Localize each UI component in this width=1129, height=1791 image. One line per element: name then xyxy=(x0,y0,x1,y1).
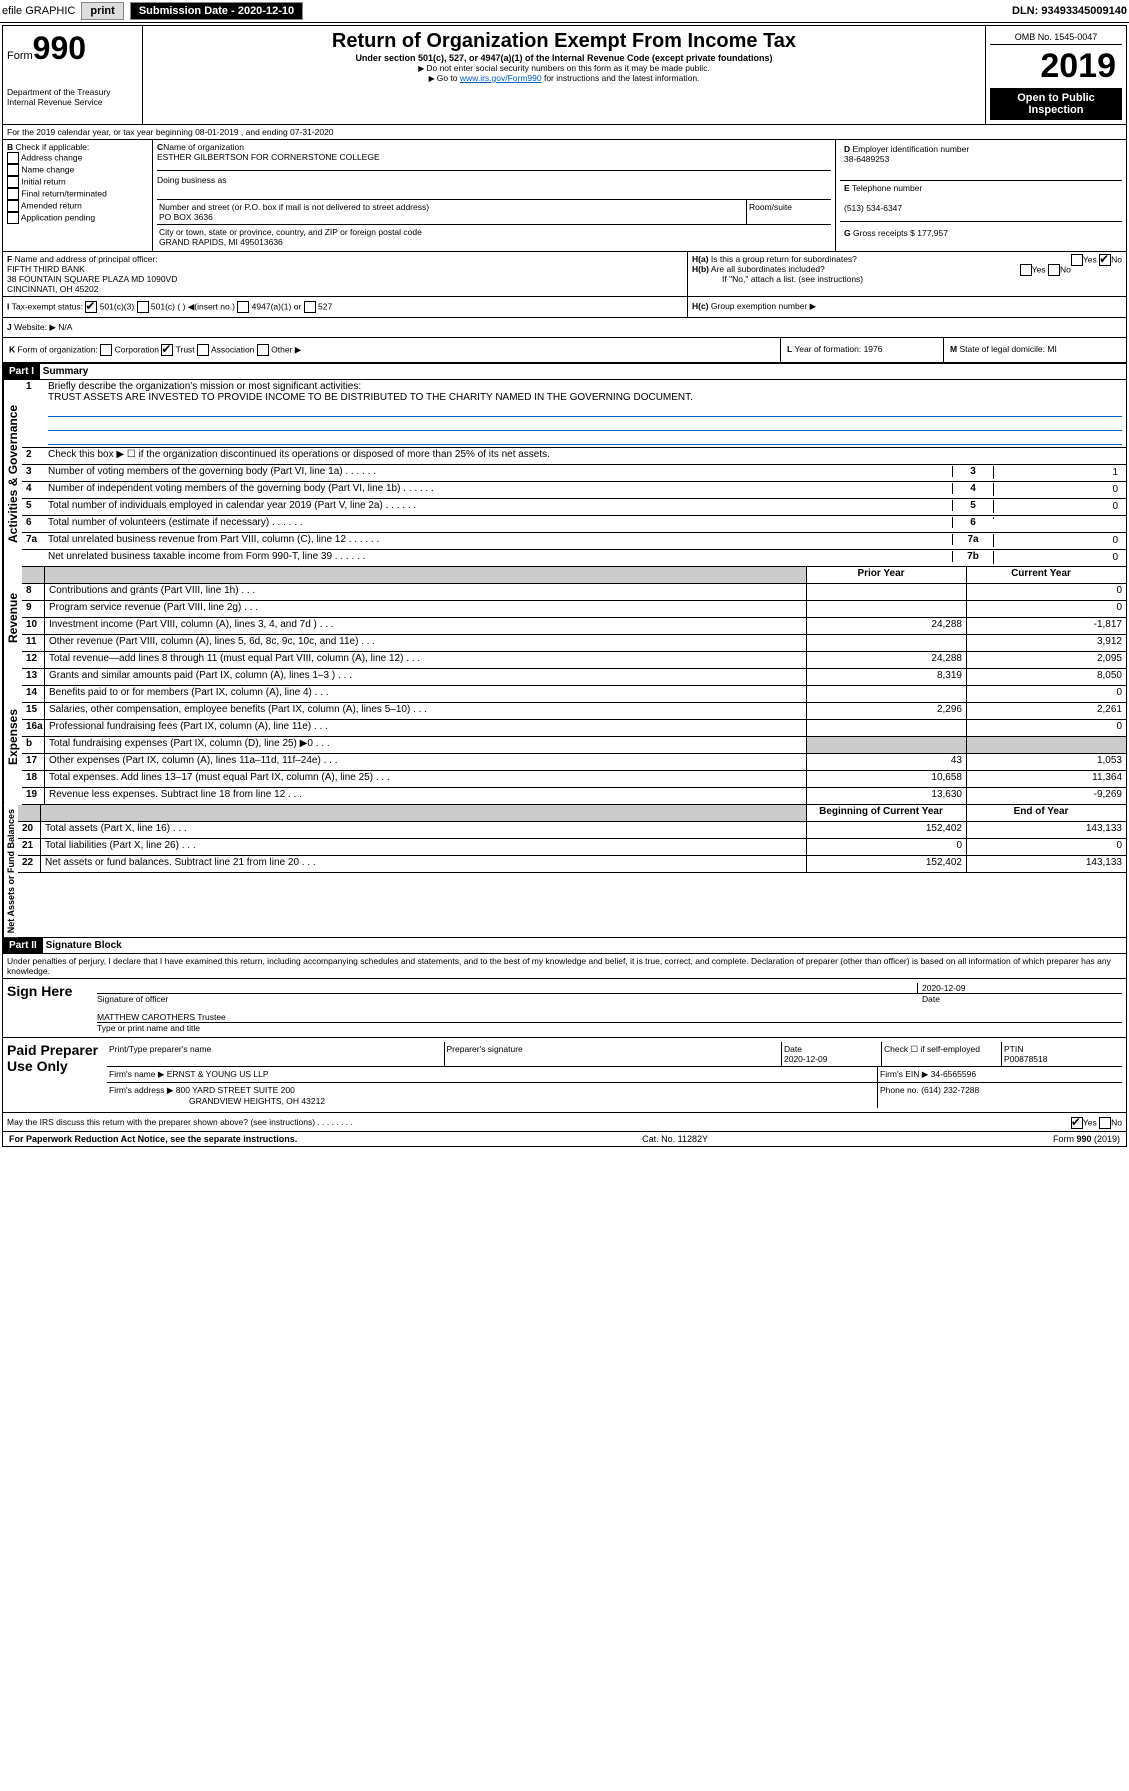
sign-block: 2020-12-09 Signature of officerDate MATT… xyxy=(93,979,1126,1037)
box-Hc: H(c) Group exemption number ▶ xyxy=(688,297,1126,317)
footer-center: Cat. No. 11282Y xyxy=(642,1134,708,1144)
perjury-text: Under penalties of perjury, I declare th… xyxy=(3,954,1126,978)
box-H: H(a) Is this a group return for subordin… xyxy=(688,252,1126,296)
irs-link[interactable]: www.irs.gov/Form990 xyxy=(460,73,542,83)
box-F: F Name and address of principal officer:… xyxy=(3,252,688,296)
paid-preparer-label: Paid Preparer Use Only xyxy=(3,1038,103,1112)
box-B: B Check if applicable: Address change Na… xyxy=(3,140,153,251)
box-J: J Website: ▶ N/A xyxy=(3,318,1126,338)
form-left: Form990 Department of the Treasury Inter… xyxy=(3,26,143,124)
paid-block: Print/Type preparer's name Preparer's si… xyxy=(103,1038,1126,1112)
box-M: M State of legal domicile: MI xyxy=(944,338,1126,362)
box-I: I Tax-exempt status: 501(c)(3) 501(c) ( … xyxy=(3,297,688,317)
form-title-block: Return of Organization Exempt From Incom… xyxy=(143,26,986,124)
part-ii-bar: Part II xyxy=(3,938,43,953)
part-i-bar: Part I xyxy=(3,364,40,379)
efile-label: efile GRAPHIC xyxy=(2,5,75,17)
dln-label: DLN: 93493345009140 xyxy=(1012,5,1127,17)
line-A: For the 2019 calendar year, or tax year … xyxy=(3,125,1126,140)
box-K: K Form of organization: Corporation Trus… xyxy=(3,338,781,362)
box-C: CName of organizationESTHER GILBERTSON F… xyxy=(153,140,836,251)
side-expenses: Expenses xyxy=(3,669,22,805)
side-activities: Activities & Governance xyxy=(3,380,22,567)
side-revenue: Revenue xyxy=(3,567,22,669)
print-button[interactable]: print xyxy=(81,2,123,20)
discuss-line: May the IRS discuss this return with the… xyxy=(3,1113,1126,1132)
sign-here-label: Sign Here xyxy=(3,979,93,1037)
footer-left: For Paperwork Reduction Act Notice, see … xyxy=(9,1134,297,1144)
submission-date: Submission Date - 2020-12-10 xyxy=(130,2,303,20)
side-net: Net Assets or Fund Balances xyxy=(3,805,18,937)
box-DEG: D Employer identification number38-64892… xyxy=(836,140,1126,251)
box-L: L Year of formation: 1976 xyxy=(781,338,944,362)
footer-right: Form 990 (2019) xyxy=(1053,1134,1120,1144)
form-right: OMB No. 1545-0047 2019 Open to Public In… xyxy=(986,26,1126,124)
